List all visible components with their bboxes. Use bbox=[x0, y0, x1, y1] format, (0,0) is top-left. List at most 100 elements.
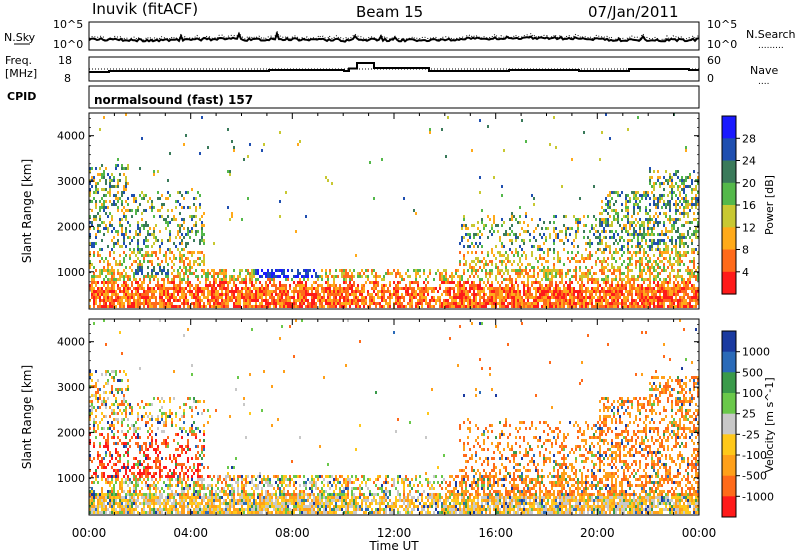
rti-cell bbox=[107, 397, 109, 400]
rti-cell bbox=[465, 263, 467, 266]
rti-cell bbox=[107, 496, 109, 499]
rti-cell bbox=[615, 239, 617, 242]
rti-cell bbox=[103, 445, 105, 448]
rti-cell bbox=[603, 251, 605, 254]
rti-cell bbox=[569, 233, 571, 236]
rti-cell bbox=[447, 116, 449, 119]
rti-cell bbox=[345, 302, 347, 305]
rti-cell bbox=[203, 260, 205, 263]
rti-cell bbox=[685, 305, 687, 308]
rti-cell bbox=[529, 290, 531, 293]
rti-cell bbox=[527, 263, 529, 266]
rti-cell bbox=[553, 257, 555, 260]
rti-cell bbox=[467, 299, 469, 302]
rti-cell bbox=[449, 281, 451, 284]
rti-cell bbox=[163, 302, 165, 305]
rti-cell bbox=[149, 233, 151, 236]
rti-cell bbox=[177, 233, 179, 236]
rti-cell bbox=[473, 302, 475, 305]
rti-cell bbox=[121, 424, 123, 427]
rti-cell bbox=[669, 296, 671, 299]
rti-cell bbox=[167, 269, 169, 272]
rti-cell bbox=[221, 296, 223, 299]
rti-cell bbox=[513, 284, 515, 287]
rti-cell bbox=[113, 499, 115, 502]
rti-cell bbox=[693, 197, 695, 200]
rti-cell bbox=[505, 266, 507, 269]
rti-cell bbox=[161, 260, 163, 263]
rti-cell bbox=[197, 302, 199, 305]
rti-cell bbox=[481, 296, 483, 299]
rti-cell bbox=[413, 209, 415, 212]
rti-cell bbox=[641, 239, 643, 242]
rti-cell bbox=[125, 505, 127, 508]
rti-cell bbox=[145, 302, 147, 305]
rti-cell bbox=[203, 224, 205, 227]
rti-cell bbox=[539, 248, 541, 251]
rti-cell bbox=[585, 293, 587, 296]
rti-cell bbox=[113, 236, 115, 239]
rti-cell bbox=[669, 239, 671, 242]
rti-cell bbox=[625, 299, 627, 302]
rti-cell bbox=[147, 290, 149, 293]
rti-cell bbox=[645, 233, 647, 236]
rti-cell bbox=[685, 194, 687, 197]
rti-cell bbox=[387, 305, 389, 308]
rti-cell bbox=[325, 290, 327, 293]
rti-cell bbox=[521, 281, 523, 284]
rti-cell bbox=[653, 287, 655, 290]
rti-cell bbox=[105, 343, 107, 346]
rti-cell bbox=[481, 269, 483, 272]
rti-cell bbox=[115, 203, 117, 206]
rti-cell bbox=[553, 251, 555, 254]
rti-cell bbox=[311, 293, 313, 296]
rti-cell bbox=[117, 451, 119, 454]
rti-cell bbox=[577, 293, 579, 296]
rti-cell bbox=[111, 457, 113, 460]
rti-cell bbox=[125, 293, 127, 296]
rti-cell bbox=[681, 299, 683, 302]
rti-cell bbox=[591, 227, 593, 230]
rti-cell bbox=[107, 278, 109, 281]
rti-cell bbox=[653, 254, 655, 257]
rti-cell bbox=[97, 391, 99, 394]
rti-cell bbox=[677, 305, 679, 308]
rti-cell bbox=[143, 239, 145, 242]
rti-cell bbox=[601, 242, 603, 245]
rti-cell bbox=[547, 272, 549, 275]
rti-cell bbox=[579, 290, 581, 293]
rti-cell bbox=[523, 251, 525, 254]
rti-cell bbox=[635, 305, 637, 308]
rti-cell bbox=[507, 284, 509, 287]
rti-cell bbox=[509, 287, 511, 290]
rti-cell bbox=[579, 218, 581, 221]
rti-cell bbox=[671, 305, 673, 308]
rti-cell bbox=[675, 260, 677, 263]
rti-cell bbox=[663, 239, 665, 242]
rti-cell bbox=[227, 305, 229, 308]
rti-cell bbox=[657, 203, 659, 206]
rti-cell bbox=[681, 188, 683, 191]
rti-cell bbox=[593, 287, 595, 290]
rti-cell bbox=[591, 266, 593, 269]
rti-cell bbox=[167, 191, 169, 194]
rti-cell bbox=[327, 293, 329, 296]
rti-cell bbox=[633, 284, 635, 287]
rti-cell bbox=[305, 272, 307, 275]
rti-cell bbox=[241, 293, 243, 296]
rti-cell bbox=[603, 227, 605, 230]
rti-cell bbox=[467, 281, 469, 284]
power-colorbar-block bbox=[722, 272, 736, 295]
rti-cell bbox=[653, 239, 655, 242]
rti-cell bbox=[375, 305, 377, 308]
rti-cell bbox=[651, 242, 653, 245]
rti-cell bbox=[135, 436, 137, 439]
rti-cell bbox=[215, 278, 217, 281]
rti-cell bbox=[615, 248, 617, 251]
rti-cell bbox=[191, 227, 193, 230]
rti-cell bbox=[113, 203, 115, 206]
rti-cell bbox=[283, 272, 285, 275]
rti-cell bbox=[451, 281, 453, 284]
rti-cell bbox=[125, 290, 127, 293]
rti-cell bbox=[645, 197, 647, 200]
